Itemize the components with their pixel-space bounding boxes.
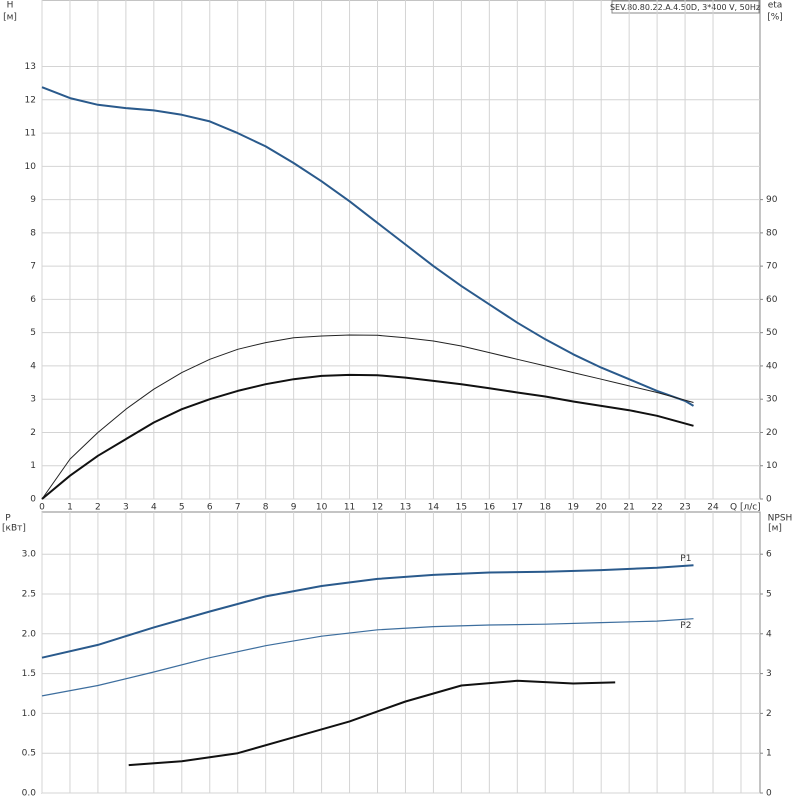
- y2-tick-label: 5: [766, 589, 772, 599]
- y-tick-label: 2.5: [22, 589, 36, 599]
- x-tick-label: 0: [39, 503, 45, 513]
- y-tick-label: 0: [30, 495, 36, 505]
- x-tick-label: 15: [456, 503, 467, 513]
- curve: [41, 334, 694, 500]
- y-tick-label: 3: [30, 395, 36, 405]
- y2-label: NPSH: [768, 514, 793, 524]
- y2-tick-label: 6: [766, 550, 772, 560]
- y-tick-label: 4: [30, 361, 36, 371]
- curve: [41, 618, 694, 697]
- x-tick-label: 4: [151, 503, 157, 513]
- curve: [41, 373, 694, 500]
- y-tick-label: 1: [30, 461, 36, 471]
- x-tick-label: 22: [651, 503, 662, 513]
- series-label: P2: [680, 621, 691, 631]
- y-tick-label: 1.0: [22, 709, 37, 719]
- curve: [41, 564, 694, 659]
- y2-tick-label: 50: [766, 328, 778, 338]
- y-label: H: [7, 1, 14, 11]
- y-tick-label: 8: [30, 228, 36, 238]
- curve: [41, 86, 695, 407]
- y-tick-label: 6: [30, 295, 36, 305]
- x-tick-label: 17: [512, 503, 523, 513]
- y-tick-label: 1.5: [22, 669, 36, 679]
- y2-unit: [м]: [768, 524, 782, 534]
- y2-tick-label: 3: [766, 669, 772, 679]
- y2-tick-label: 4: [766, 629, 772, 639]
- y2-tick-label: 70: [766, 262, 778, 272]
- y-tick-label: 2.0: [22, 629, 37, 639]
- series-label: P1: [680, 554, 691, 564]
- x-tick-label: 24: [707, 503, 719, 513]
- x-tick-label: 2: [95, 503, 101, 513]
- x-tick-label: 20: [595, 503, 607, 513]
- x-tick-label: 16: [484, 503, 496, 513]
- y-unit: [м]: [3, 13, 17, 23]
- y2-tick-label: 0: [766, 495, 772, 505]
- y-tick-label: 10: [25, 162, 37, 172]
- x-tick-label: 5: [179, 503, 185, 513]
- x-tick-label: 13: [400, 503, 411, 513]
- x-tick-label: 12: [372, 503, 383, 513]
- y2-tick-label: 90: [766, 195, 778, 205]
- y-tick-label: 13: [25, 62, 36, 72]
- y-tick-label: 0.0: [22, 789, 37, 799]
- y2-tick-label: 0: [766, 789, 772, 799]
- y2-tick-label: 2: [766, 709, 772, 719]
- y2-tick-label: 40: [766, 361, 778, 371]
- y-unit: [кВт]: [2, 524, 26, 534]
- y-tick-label: 11: [25, 129, 36, 139]
- y-tick-label: 5: [30, 328, 36, 338]
- x-tick-label: 8: [263, 503, 269, 513]
- x-tick-label: 1: [67, 503, 73, 513]
- curve: [128, 679, 616, 767]
- y2-tick-label: 10: [766, 461, 778, 471]
- y2-unit: [%]: [767, 13, 783, 23]
- y2-tick-label: 80: [766, 228, 778, 238]
- y-tick-label: 0.5: [22, 749, 36, 759]
- y-tick-label: 12: [25, 95, 36, 105]
- x-tick-label: 23: [679, 503, 690, 513]
- y2-tick-label: 1: [766, 749, 772, 759]
- x-tick-label: 18: [540, 503, 552, 513]
- x-tick-label: 7: [235, 503, 241, 513]
- x-label: Q [л/с]: [730, 503, 761, 513]
- y-label: P: [5, 514, 11, 524]
- x-tick-label: 19: [568, 503, 580, 513]
- y2-label: eta: [768, 1, 783, 11]
- x-tick-label: 3: [123, 503, 129, 513]
- y-tick-label: 3.0: [22, 550, 37, 560]
- x-tick-label: 21: [623, 503, 634, 513]
- y2-tick-label: 60: [766, 295, 778, 305]
- y2-tick-label: 30: [766, 395, 778, 405]
- y-tick-label: 2: [30, 428, 36, 438]
- x-tick-label: 6: [207, 503, 213, 513]
- y2-tick-label: 20: [766, 428, 778, 438]
- x-tick-label: 9: [291, 503, 297, 513]
- x-tick-label: 14: [428, 503, 440, 513]
- x-tick-label: 11: [344, 503, 355, 513]
- x-tick-label: 10: [316, 503, 328, 513]
- y-tick-label: 7: [30, 262, 36, 272]
- y-tick-label: 9: [30, 195, 36, 205]
